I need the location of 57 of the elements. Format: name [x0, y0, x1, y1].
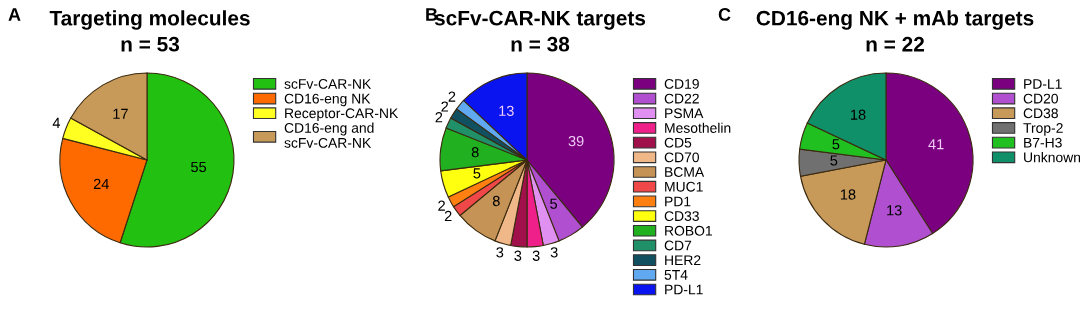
- legend-label: ROBO1: [665, 225, 712, 236]
- legend-label: CD16-eng and scFv-CAR-NK: [284, 122, 374, 148]
- data-label: 3: [496, 247, 504, 258]
- data-label: 8: [471, 147, 479, 158]
- chart-subtitle: n = 38: [511, 36, 570, 52]
- legend-label: Receptor-CAR-NK: [285, 108, 399, 121]
- legend-label: 5T4: [664, 270, 688, 280]
- data-label: 41: [928, 139, 944, 150]
- data-label: 2: [448, 91, 456, 102]
- legend-label: CD38: [1023, 108, 1058, 119]
- legend-label: PD-L1: [665, 284, 703, 295]
- data-label: 5: [832, 139, 840, 150]
- chart-subtitle: n = 22: [866, 36, 924, 52]
- chart-title: CD16-eng NK + mAb targets: [756, 10, 1034, 30]
- legend-label: PD1: [665, 196, 691, 207]
- data-label: 13: [499, 105, 514, 117]
- data-label: 2: [444, 210, 452, 222]
- legend-label: Trop-2: [1023, 123, 1063, 136]
- chart-subtitle: n = 53: [121, 36, 180, 52]
- data-label: 55: [191, 161, 207, 173]
- legend-label: PSMA: [665, 108, 704, 119]
- data-label: 5: [830, 155, 838, 166]
- legend-label: Unknown: [1024, 152, 1080, 163]
- data-label: 2: [438, 200, 445, 211]
- data-label: 8: [492, 195, 500, 207]
- data-label: 18: [851, 109, 866, 120]
- data-label: 5: [550, 198, 558, 209]
- legend-label: CD7: [664, 240, 692, 251]
- data-label: 3: [532, 250, 540, 261]
- legend-label: CD20: [1023, 93, 1058, 104]
- legend-label: MUC1: [665, 181, 703, 192]
- data-label: 3: [514, 250, 522, 261]
- data-label: 4: [52, 117, 61, 128]
- text: C: [718, 8, 731, 21]
- legend-label: CD33: [664, 211, 699, 222]
- legend-label: B7-H3: [1024, 137, 1062, 148]
- legend-label: CD19: [664, 79, 699, 89]
- legend-label: PD-L1: [1024, 79, 1062, 89]
- legend-label: CD5: [664, 137, 692, 148]
- data-label: 18: [840, 189, 856, 200]
- legend-label: BCMA: [665, 167, 705, 177]
- text: A: [8, 8, 21, 21]
- legend-label: Mesothelin: [665, 122, 731, 133]
- data-label: 3: [550, 247, 558, 258]
- legend-label: CD22: [664, 93, 699, 104]
- data-label: 39: [568, 135, 584, 147]
- legend-label: CD16-eng NK: [284, 93, 371, 107]
- legend-label: CD70: [664, 152, 699, 163]
- legend-label: HER2: [665, 255, 701, 265]
- data-label: 2: [435, 112, 443, 123]
- data-label: 17: [113, 108, 128, 119]
- legend-label: scFv-CAR-NK: [284, 79, 372, 89]
- data-label: 2: [441, 101, 449, 112]
- data-label: 24: [93, 178, 109, 189]
- chart-title: Targeting molecules: [49, 10, 250, 30]
- data-label: 5: [473, 168, 481, 179]
- data-label: 13: [887, 205, 902, 216]
